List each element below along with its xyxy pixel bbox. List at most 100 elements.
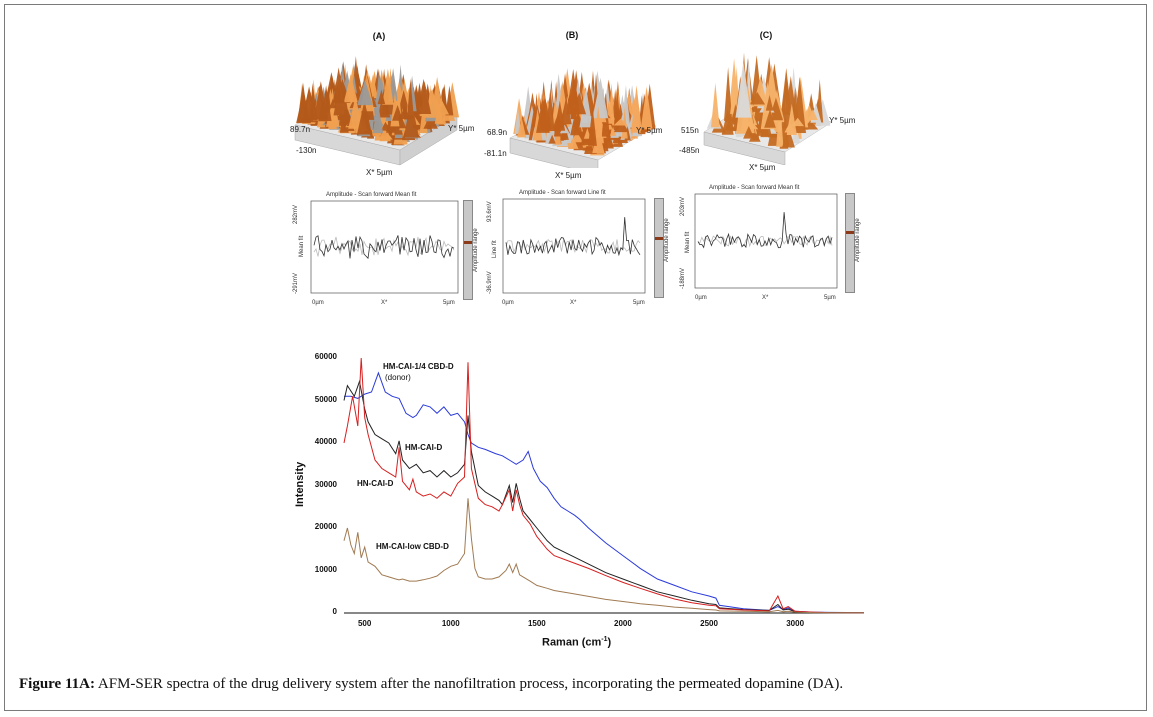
panel-b-y-axis: Y* 5µm	[636, 126, 663, 135]
profile-c-y-bottom: -188mV	[680, 267, 686, 289]
profile-b-y-top: 93.6mV	[487, 201, 493, 222]
surface-peak	[416, 78, 432, 114]
panel-c-title: (C)	[759, 30, 773, 40]
y-tick-label: 60000	[314, 352, 337, 361]
y-axis-title: Intensity	[294, 461, 306, 507]
surface-peak	[764, 109, 776, 128]
panel-b-title: (B)	[565, 30, 579, 40]
surface-peak	[631, 85, 642, 131]
surface-peak	[423, 113, 438, 129]
panel-b-x-axis: X* 5µm	[555, 171, 582, 180]
panel-c-z-bottom: -485n	[679, 146, 700, 155]
surface-peak	[554, 100, 566, 131]
profile-c-y-top: 203mV	[680, 196, 686, 216]
surface-peak	[356, 100, 373, 135]
surface-peak	[343, 73, 358, 103]
surface-peak	[579, 86, 593, 128]
profile-b-y-mid: Line fit	[492, 240, 498, 258]
surface-peak	[548, 134, 556, 144]
series-label-donor-sub: (donor)	[385, 373, 411, 382]
surface-peak	[609, 126, 616, 136]
surface-peak	[572, 92, 587, 115]
surface-peak	[640, 86, 653, 130]
surface-peak	[517, 117, 527, 138]
surface-peak	[808, 109, 818, 120]
panel-c-y-axis: Y* 5µm	[829, 116, 856, 125]
profile-a-range-bar	[463, 200, 473, 300]
surface-peak	[765, 94, 774, 111]
panel-c-x-axis: X* 5µm	[749, 163, 776, 172]
raman-chart	[343, 357, 865, 614]
panel-c-z-top: 515n	[681, 126, 699, 135]
surface-peak	[613, 88, 621, 127]
profile-a-header: Amplitude - Scan forward Mean fit	[326, 192, 417, 198]
series-line-2	[343, 357, 865, 614]
surface-peak	[332, 67, 345, 104]
surface-peak	[749, 92, 766, 105]
panel-a-title: (A)	[372, 31, 386, 41]
surface-peak	[328, 107, 337, 130]
surface-peak	[613, 119, 629, 133]
surface-peak	[594, 106, 603, 138]
surface-peak	[302, 90, 316, 120]
afm-surface-b	[509, 68, 657, 168]
profile-a-y-bottom: -291mV	[293, 272, 299, 294]
surface-peak	[320, 85, 332, 121]
surface-peak	[613, 118, 628, 126]
surface-peak	[784, 122, 796, 133]
surface-peak	[546, 88, 555, 132]
x-tick-label: 2000	[614, 619, 632, 628]
surface-peak	[724, 118, 736, 131]
profile-b-header: Amplitude - Scan forward Line fit	[519, 190, 606, 196]
surface-peak	[782, 126, 795, 148]
figure-caption: Figure 11A: AFM-SER spectra of the drug …	[19, 676, 843, 693]
surface-peak	[560, 95, 572, 125]
surface-peak	[357, 79, 373, 106]
surface-peak	[735, 61, 752, 118]
profile-a-y-mid: Mean fit	[299, 235, 305, 257]
x-tick-label: 3000	[786, 619, 805, 628]
x-tick-label: 2500	[700, 619, 718, 628]
panel-a-z-top: 89.7n	[290, 125, 311, 134]
surface-peak	[372, 102, 384, 134]
surface-peak	[570, 114, 580, 136]
profile-b-plot	[502, 198, 646, 294]
surface-peak	[381, 121, 390, 129]
afm-surface-c	[703, 52, 833, 165]
surface-peak	[768, 97, 784, 121]
panel-a-z-bottom: -130n	[296, 146, 317, 155]
surface-peak	[723, 66, 733, 121]
profile-c-header: Amplitude - Scan forward Mean fit	[709, 185, 800, 191]
profile-a-x-mid: X*	[381, 300, 388, 306]
x-tick-label: 500	[357, 619, 372, 628]
surface-peak	[711, 82, 720, 128]
y-tick-label: 0	[332, 607, 337, 616]
profile-b-x-right: 5µm	[633, 300, 645, 306]
surface-peak	[445, 85, 454, 116]
surface-peak	[730, 81, 739, 114]
profile-c-x-left: 0µm	[695, 295, 707, 301]
profile-b-x-left: 0µm	[502, 300, 514, 306]
x-axis-title: Raman (cm-1)	[542, 636, 612, 649]
profile-b-x-mid: X*	[570, 300, 577, 306]
surface-peak	[377, 89, 386, 105]
profile-b-range-label: Amplitude range	[664, 218, 670, 262]
surface-peak	[588, 105, 597, 146]
series-label-low-cbd: HM-CAI-low CBD-D	[376, 542, 449, 551]
y-tick-label: 10000	[314, 564, 337, 574]
series-label-hn-cai-d: HN-CAI-D	[357, 479, 394, 488]
surface-peak	[403, 100, 420, 138]
y-tick-label: 40000	[314, 437, 337, 446]
y-tick-label: 50000	[314, 394, 337, 404]
x-tick-label: 1500	[527, 619, 546, 628]
afm-surface-a	[294, 55, 460, 166]
profile-c-y-mid: Mean fit	[685, 231, 691, 253]
surface-peak	[536, 96, 550, 133]
x-tick-label: 1000	[441, 619, 460, 628]
figure-frame	[4, 4, 1147, 711]
surface-peak	[592, 126, 605, 154]
profile-b-range-bar	[654, 198, 664, 298]
profile-c-range-bar	[845, 193, 855, 293]
surface-peak	[570, 109, 578, 120]
panel-a-y-axis: Y* 5µm	[448, 124, 475, 133]
